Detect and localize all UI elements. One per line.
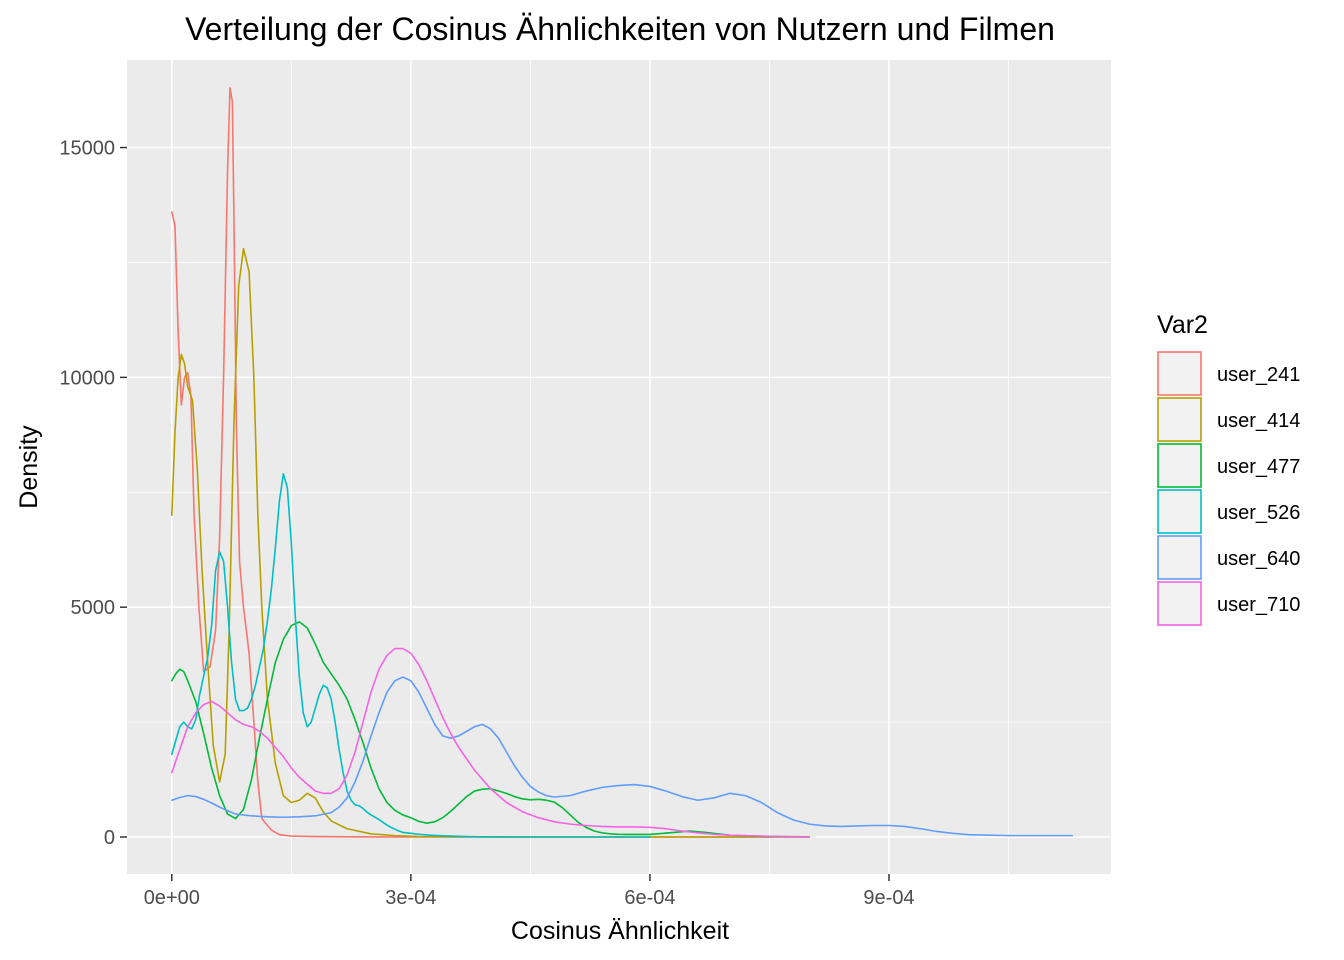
legend-key-swatch bbox=[1157, 397, 1202, 442]
legend-item: user_241 bbox=[1157, 351, 1300, 396]
y-tick-label: 5000 bbox=[71, 597, 116, 619]
minor-gridlines bbox=[127, 60, 1111, 874]
legend: Var2 user_241user_414user_477user_526use… bbox=[1157, 311, 1300, 626]
y-axis-title: Density bbox=[15, 425, 43, 509]
y-tick-label: 15000 bbox=[59, 138, 115, 160]
legend-label: user_526 bbox=[1217, 502, 1300, 524]
legend-label: user_477 bbox=[1217, 456, 1300, 478]
x-axis-title: Cosinus Ähnlichkeit bbox=[511, 917, 729, 945]
legend-title: Var2 bbox=[1157, 311, 1208, 339]
legend-label: user_710 bbox=[1217, 594, 1300, 616]
legend-key-swatch bbox=[1157, 535, 1202, 580]
legend-item: user_710 bbox=[1157, 581, 1300, 626]
legend-item: user_526 bbox=[1157, 489, 1300, 534]
major-gridlines bbox=[127, 60, 1111, 874]
legend-items: user_241 user_414 user_477 user_526 user_640… bbox=[1157, 351, 1300, 626]
y-tick-label: 0 bbox=[104, 827, 115, 849]
density-line-user_640 bbox=[170, 676, 1074, 837]
legend-label: user_241 bbox=[1217, 364, 1300, 386]
density-line-user_477 bbox=[170, 621, 811, 838]
y-axis-tick-labels: 0 5000 10000 15000 bbox=[59, 138, 115, 849]
legend-label: user_640 bbox=[1217, 548, 1300, 570]
x-axis-tick-labels: 0e+00 3e-04 6e-04 9e-04 bbox=[144, 887, 915, 909]
density-lines bbox=[170, 87, 1074, 838]
density-line-user_710 bbox=[170, 647, 811, 838]
legend-key-swatch bbox=[1157, 489, 1202, 534]
legend-item: user_640 bbox=[1157, 535, 1300, 580]
chart-title: Verteilung der Cosinus Ähnlichkeiten von… bbox=[185, 11, 1055, 47]
axis-ticks bbox=[120, 146, 890, 881]
legend-key-swatch bbox=[1157, 581, 1202, 626]
x-tick-label: 6e-04 bbox=[624, 887, 675, 909]
legend-key-swatch bbox=[1157, 351, 1202, 396]
legend-item: user_414 bbox=[1157, 397, 1300, 442]
legend-label: user_414 bbox=[1217, 410, 1300, 432]
legend-key-swatch bbox=[1157, 443, 1202, 488]
x-tick-label: 0e+00 bbox=[144, 887, 200, 909]
x-tick-label: 9e-04 bbox=[863, 887, 914, 909]
legend-item: user_477 bbox=[1157, 443, 1300, 488]
x-tick-label: 3e-04 bbox=[385, 887, 436, 909]
y-tick-label: 10000 bbox=[59, 367, 115, 389]
density-line-user_526 bbox=[170, 473, 651, 838]
density-line-user_414 bbox=[170, 247, 811, 838]
